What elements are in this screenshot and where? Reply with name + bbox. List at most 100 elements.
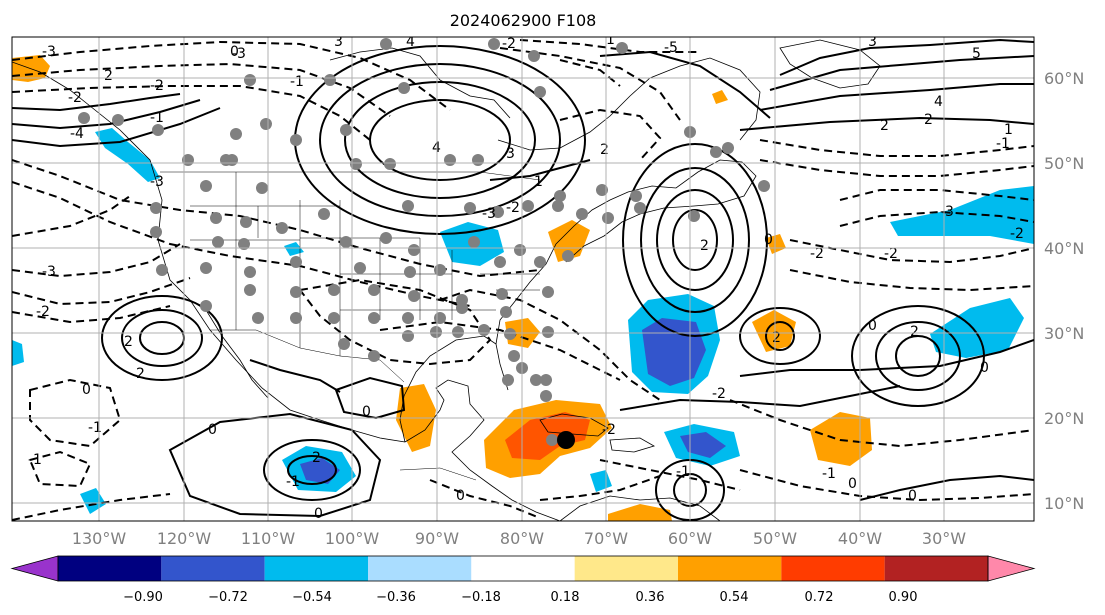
contour-label: 2 — [880, 118, 889, 134]
contour-label-group: -3 2 -3 2 -2 3 4 -5 -2 4 3 -1 1 -3 -2 -3… — [28, 32, 1024, 521]
contour-label: -2 — [36, 304, 50, 320]
contour-label: 0 — [82, 382, 91, 398]
contour-label: -1 — [290, 74, 304, 90]
lon-label: 100°W — [325, 529, 380, 548]
gray-marker — [340, 124, 352, 136]
gray-marker — [514, 244, 526, 256]
contour-label: -2 — [602, 422, 616, 438]
contour-label: 2 — [312, 450, 321, 466]
contour-label: 2 — [600, 142, 609, 158]
contour-label: -2 — [506, 200, 520, 216]
contour-label: -1 — [676, 464, 690, 480]
gray-marker — [478, 324, 490, 336]
gray-marker — [530, 374, 542, 386]
lon-label: 130°W — [72, 529, 127, 548]
lon-label: 60°W — [668, 529, 712, 548]
gray-marker — [540, 374, 552, 386]
gray-marker — [456, 302, 468, 314]
gray-markers — [78, 38, 770, 446]
lon-label: 110°W — [241, 529, 296, 548]
contour-label: 2 — [136, 366, 145, 382]
gray-marker — [230, 128, 242, 140]
gray-marker — [260, 118, 272, 130]
contour-label: 2 — [910, 324, 919, 340]
colorbar-extend-low — [10, 555, 59, 582]
contour-label: 3 — [334, 34, 343, 50]
colorbar-swatch — [884, 556, 988, 581]
contour-label: 2 — [104, 68, 113, 84]
gray-marker — [240, 216, 252, 228]
colorbar-swatch — [58, 556, 162, 581]
colorbar-tick-label: 0.90 — [889, 590, 918, 605]
gray-marker — [404, 266, 416, 278]
fill-blue-east-atlantic-south — [930, 298, 1024, 358]
contour-label: 4 — [934, 94, 943, 110]
gray-marker — [200, 180, 212, 192]
contour-label: -3 — [482, 206, 496, 222]
contour-label: 3 — [506, 146, 515, 162]
gray-marker — [290, 312, 302, 324]
lon-label: 70°W — [584, 529, 628, 548]
gray-marker — [710, 146, 722, 158]
colorbar-swatch — [161, 556, 265, 581]
lat-label: 30°N — [1044, 324, 1084, 343]
contour-label: -2 — [1010, 226, 1024, 242]
positive-contours — [12, 38, 1034, 521]
gray-marker — [112, 114, 124, 126]
gray-marker — [380, 38, 392, 50]
gray-marker — [630, 190, 642, 202]
gray-marker — [504, 328, 516, 340]
contour-label: 0 — [230, 44, 239, 60]
gray-marker — [576, 208, 588, 220]
gray-marker — [384, 158, 396, 170]
gray-marker — [434, 312, 446, 324]
gray-marker — [398, 82, 410, 94]
contour-label: -2 — [884, 246, 898, 262]
gray-marker — [150, 226, 162, 238]
gray-marker — [256, 182, 268, 194]
colorbar-swatches — [10, 555, 1036, 582]
fill-blue-west-edge — [12, 340, 24, 366]
gray-marker — [488, 38, 500, 50]
contour-label: -3 — [150, 174, 164, 190]
gray-marker — [534, 86, 546, 98]
gray-marker — [212, 236, 224, 248]
gray-marker — [542, 286, 554, 298]
gray-marker — [200, 300, 212, 312]
contour-label: 0 — [362, 404, 371, 420]
contour-label: -1 — [286, 474, 300, 490]
latitude-axis: 60°N 50°N 40°N 30°N 20°N 10°N — [1044, 69, 1084, 513]
gray-marker — [546, 434, 558, 446]
gray-marker — [616, 42, 628, 54]
gray-marker — [368, 284, 380, 296]
gray-marker — [328, 312, 340, 324]
fill-orange-south-edge — [608, 504, 672, 521]
gray-marker — [350, 158, 362, 170]
black-marker — [557, 431, 575, 449]
gray-marker — [368, 312, 380, 324]
gray-marker — [492, 206, 504, 218]
lat-label: 10°N — [1044, 494, 1084, 513]
gray-marker — [464, 202, 476, 214]
gray-marker — [528, 50, 540, 62]
contour-label: 1 — [534, 174, 543, 190]
contour-label: 0 — [456, 488, 465, 504]
fill-orange-midatlantic — [752, 310, 796, 352]
colorbar-tick-label: 0.18 — [551, 590, 580, 605]
gray-marker — [78, 112, 90, 124]
gray-marker — [522, 200, 534, 212]
gray-marker — [238, 238, 250, 250]
contour-label: -1 — [150, 110, 164, 126]
contour-label: 0 — [868, 318, 877, 334]
contour-label: -1 — [88, 420, 102, 436]
contour-label: 4 — [406, 34, 415, 50]
fill-midblue-east-pacific — [300, 458, 340, 484]
map-frame — [11, 36, 1035, 522]
gray-marker — [244, 74, 256, 86]
contour-label: 1 — [606, 32, 615, 48]
gray-marker — [324, 74, 336, 86]
contour-label: 3 — [868, 34, 877, 50]
gray-marker — [434, 264, 446, 276]
gray-marker — [368, 350, 380, 362]
